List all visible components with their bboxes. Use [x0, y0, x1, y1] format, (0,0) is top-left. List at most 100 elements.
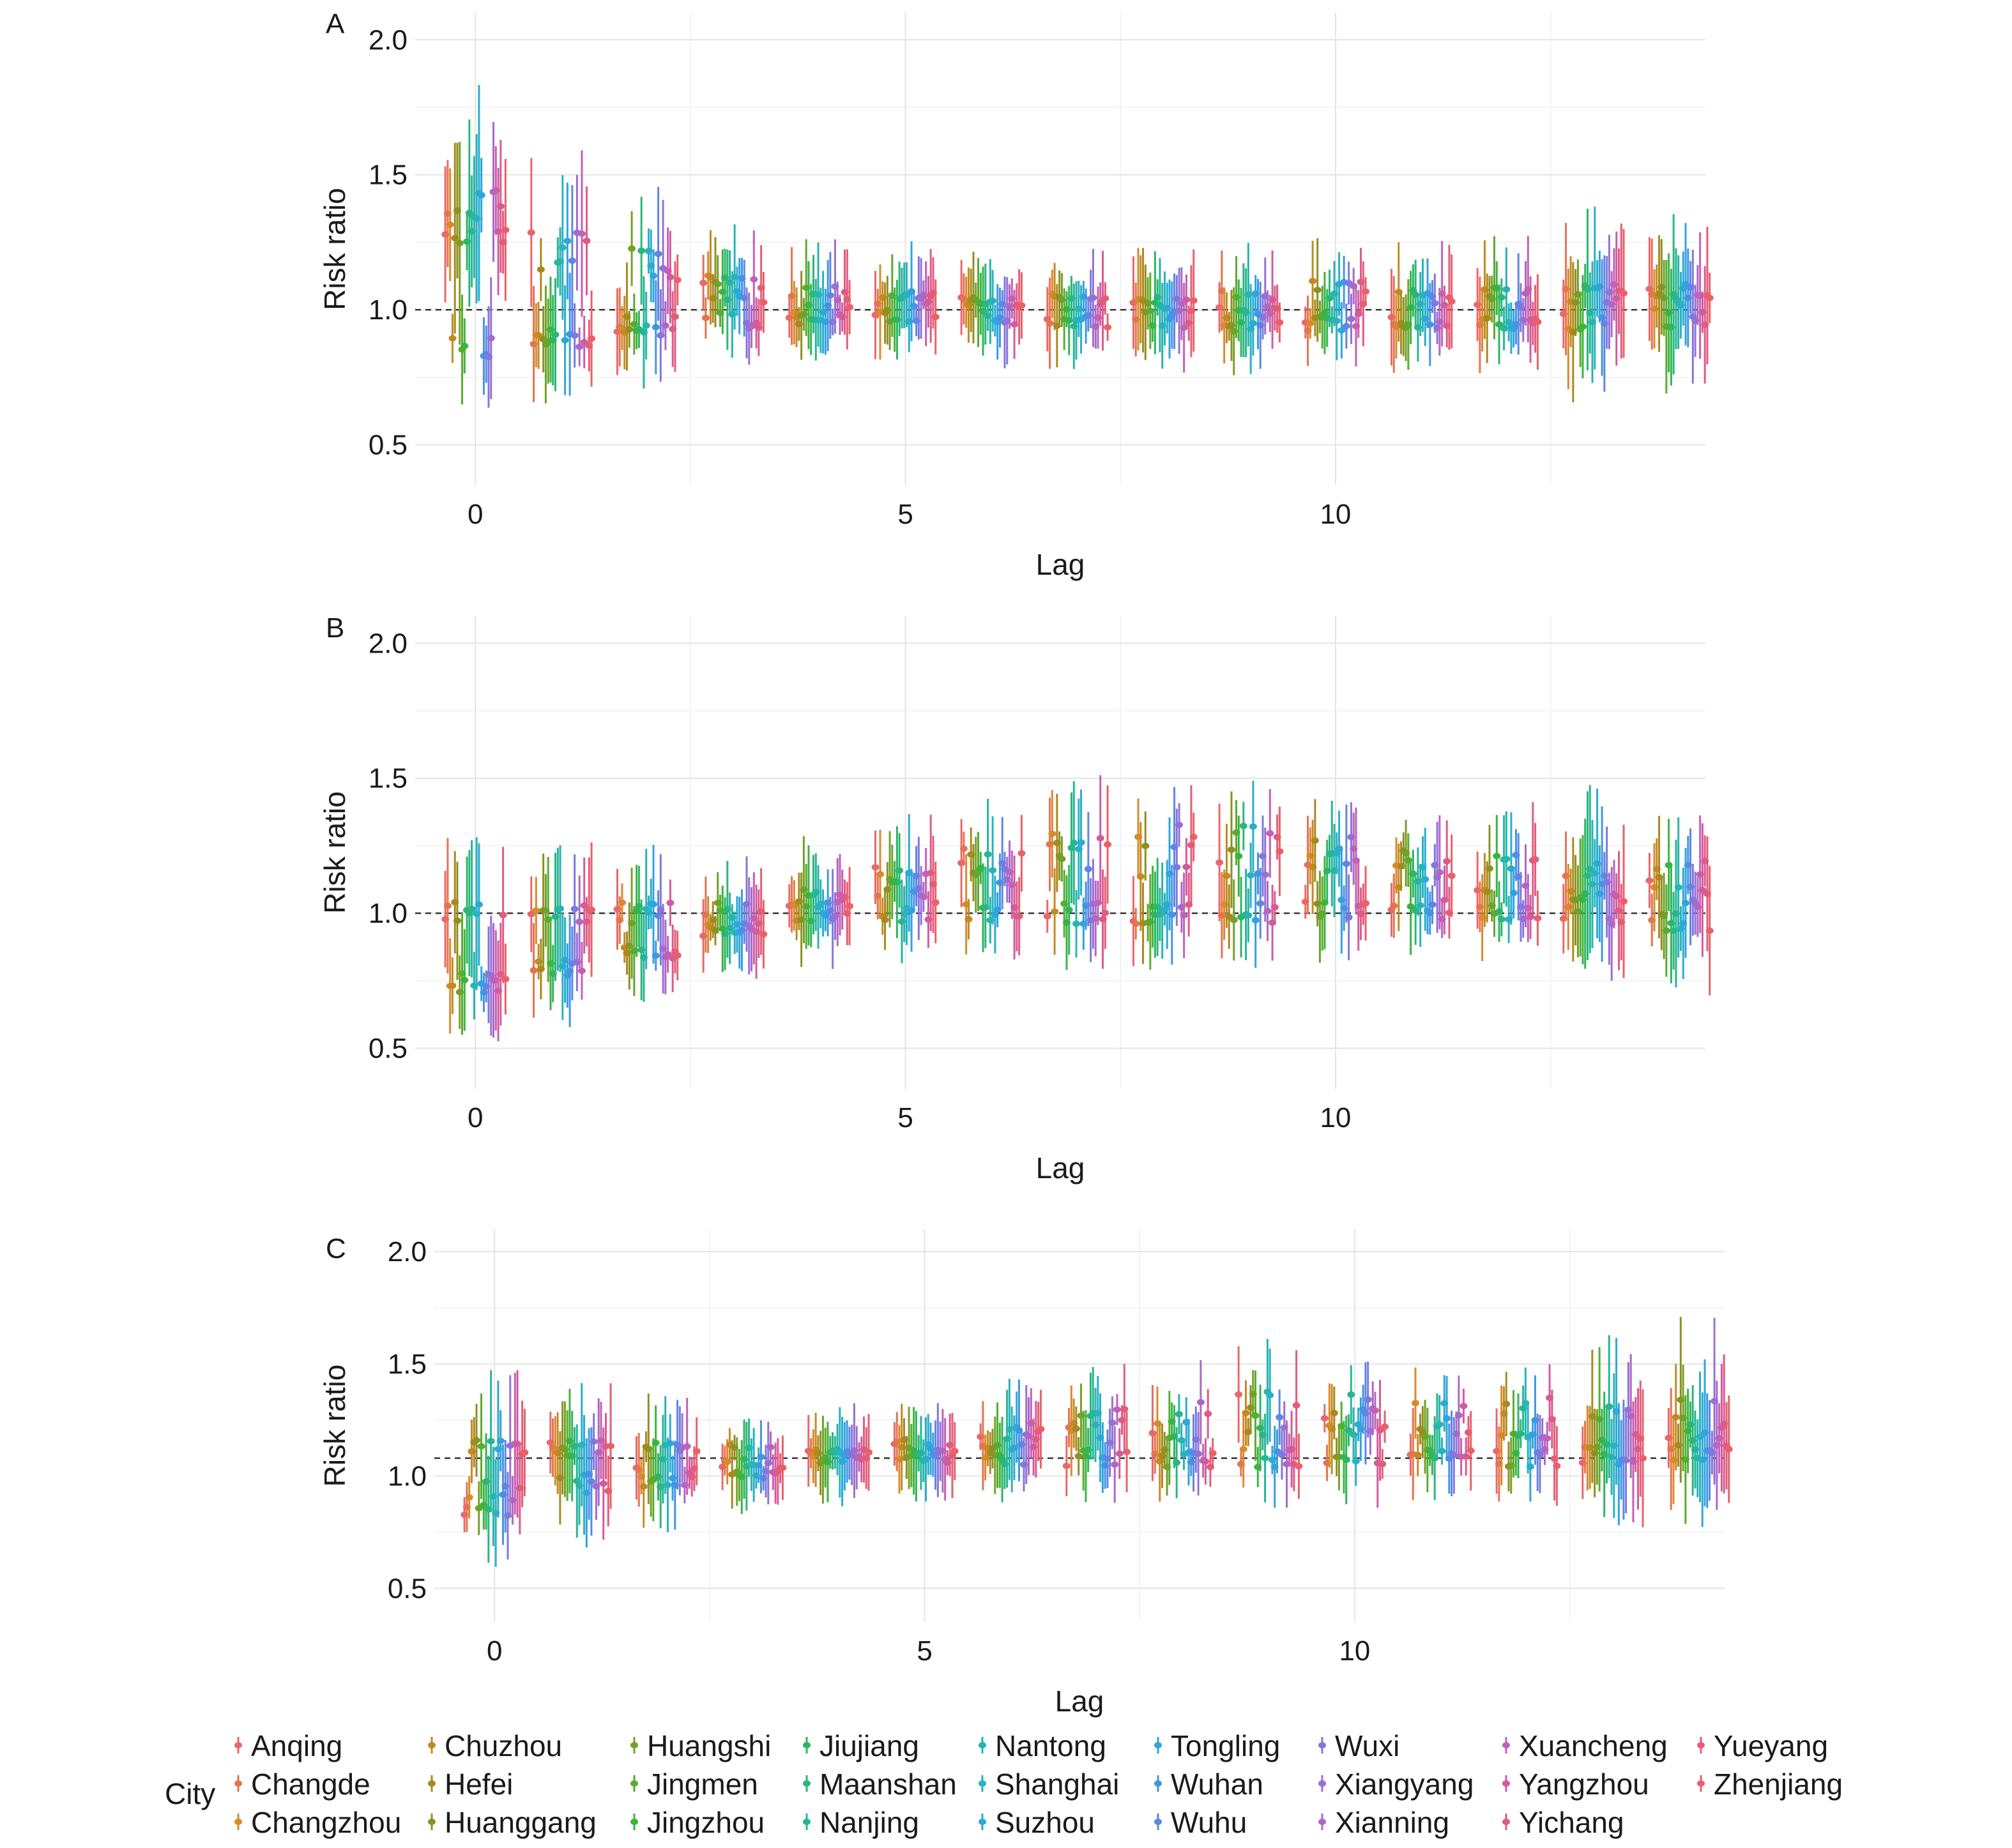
point-Xianning-lag7: [1111, 1461, 1119, 1468]
legend-label: Yangzhou: [1519, 1768, 1649, 1801]
legend-swatch-point: [1697, 1742, 1705, 1748]
point-Maanshan-lag1: [551, 331, 560, 338]
point-Jiujiang-lag11: [1409, 870, 1417, 877]
point-Xianning-lag2: [661, 322, 669, 329]
point-Zhenjiang-lag7: [1123, 1448, 1131, 1455]
legend-item-maanshan: Maanshan: [803, 1768, 957, 1801]
point-Suzhou-lag0: [475, 901, 483, 908]
point-Zhenjiang-lag12: [1534, 319, 1542, 326]
legend-swatch-point: [234, 1780, 242, 1787]
x-tick-label: 5: [897, 499, 913, 530]
point-Nanjing-lag0: [468, 905, 476, 913]
point-Tongling-lag10: [1338, 327, 1346, 334]
legend-label: Wuhu: [1171, 1806, 1247, 1839]
legend-item-chuzhou: Chuzhou: [428, 1729, 562, 1762]
point-Wuhu-lag9: [1276, 1414, 1284, 1421]
point-Xuancheng-lag7: [1113, 1406, 1121, 1413]
point-Changde-lag8: [1132, 920, 1140, 927]
legend-label: Nantong: [995, 1729, 1106, 1762]
legend-swatch-point: [1502, 1819, 1510, 1825]
legend-title: City: [165, 1777, 215, 1810]
point-Xuancheng-lag9: [1266, 830, 1274, 837]
panel-A-marks: [441, 85, 1714, 408]
point-Zhenjiang-lag13: [1639, 1455, 1647, 1462]
legend-item-hefei: Hefei: [428, 1768, 513, 1801]
point-Wuhu-lag9: [1256, 900, 1265, 907]
point-Yueyang-lag9: [1292, 1402, 1300, 1409]
point-Hefei-lag9: [1244, 1428, 1253, 1435]
legend-item-shanghai: Shanghai: [979, 1768, 1119, 1801]
point-Hefei-lag10: [1311, 837, 1319, 844]
point-Maanshan-lag12: [1516, 1430, 1525, 1437]
point-Yangzhou-lag8: [1201, 1458, 1210, 1465]
point-Yangzhou-lag8: [1182, 296, 1191, 303]
point-Zhenjiang-lag9: [1295, 1463, 1303, 1470]
point-Maanshan-lag12: [1497, 294, 1505, 301]
point-Maanshan-lag2: [637, 247, 646, 254]
legend-label: Changzhou: [251, 1806, 401, 1839]
legend-item-xuancheng: Xuancheng: [1502, 1729, 1668, 1762]
point-Zhenjiang-lag3: [759, 299, 768, 306]
point-Yangzhou-lag7: [1096, 835, 1104, 842]
legend-item-yangzhou: Yangzhou: [1502, 1768, 1649, 1801]
point-Tongling-lag14: [1682, 900, 1690, 907]
point-Changzhou-lag1: [532, 907, 540, 914]
panel-C: 0.5 1.0 1.5 2.0 0 5 10 Lag Risk ratio C: [318, 1229, 1733, 1718]
point-Zhenjiang-lag6: [1017, 302, 1026, 309]
legend-label: Suzhou: [995, 1806, 1095, 1839]
point-Wuxi-lag1: [590, 1438, 598, 1445]
y-tick-label: 2.0: [388, 1236, 427, 1268]
point-Zhenjiang-lag14: [1705, 927, 1714, 934]
point-Suzhou-lag2: [666, 1440, 674, 1447]
point-Hefei-lag1: [537, 266, 545, 273]
point-Zhenjiang-lag5: [931, 314, 940, 321]
legend-label: Yichang: [1519, 1806, 1624, 1839]
point-Nanjing-lag7: [1070, 840, 1078, 847]
legend-label: Jingmen: [647, 1768, 758, 1801]
point-Changzhou-lag11: [1412, 1400, 1420, 1407]
point-Changzhou-lag10: [1306, 320, 1315, 327]
panel-tag: A: [326, 8, 345, 40]
legend-swatch-point: [1502, 1742, 1510, 1748]
point-Huanggang-lag12: [1485, 865, 1493, 872]
point-Nantong-lag9: [1244, 912, 1253, 919]
point-Changzhou-lag0: [465, 1494, 473, 1501]
point-Chuzhou-lag7: [1051, 908, 1059, 915]
legend-label: Xiangyang: [1335, 1768, 1474, 1801]
point-Changzhou-lag5: [876, 871, 885, 878]
legend-label: Huangshi: [647, 1729, 771, 1762]
point-Chuzhou-lag9: [1242, 1409, 1250, 1416]
legend-item-nantong: Nantong: [979, 1729, 1106, 1762]
point-Anqing-lag7: [1062, 1462, 1071, 1469]
y-tick-label: 1.5: [388, 1349, 427, 1380]
point-Zhenjiang-lag10: [1362, 900, 1370, 907]
legend-swatch-point: [1318, 1742, 1326, 1748]
legend-item-jingzhou: Jingzhou: [630, 1806, 765, 1839]
point-Xianning-lag11: [1435, 869, 1444, 876]
point-Zhenjiang-lag5: [950, 1448, 959, 1455]
legend-swatch-point: [803, 1780, 811, 1787]
point-Maanshan-lag12: [1497, 916, 1505, 923]
point-Yueyang-lag12: [1531, 856, 1539, 863]
legend-item-anqing: Anqing: [234, 1729, 342, 1762]
legend-item-tongling: Tongling: [1154, 1729, 1280, 1762]
point-Changde-lag0: [443, 902, 452, 909]
point-Wuhan-lag2: [652, 324, 660, 331]
y-tick-label: 1.0: [388, 1461, 427, 1492]
legend-swatch-point: [428, 1819, 436, 1825]
point-Hefei-lag1: [537, 966, 545, 973]
point-Shanghai-lag9: [1247, 872, 1255, 879]
point-Yichang-lag8: [1204, 1411, 1212, 1418]
legend-item-wuhu: Wuhu: [1154, 1806, 1247, 1839]
point-Zhenjiang-lag10: [1381, 1423, 1389, 1430]
point-Wuhan-lag2: [652, 952, 660, 959]
point-Yangzhou-lag8: [1182, 863, 1191, 870]
point-Zhenjiang-lag11: [1467, 1447, 1475, 1454]
legend-swatch-point: [1154, 1819, 1162, 1825]
point-Tongling-lag2: [650, 901, 658, 908]
point-Tongling-lag1: [563, 238, 572, 245]
y-tick-label: 2.0: [369, 628, 408, 659]
point-Changde-lag11: [1390, 902, 1398, 909]
point-Maanshan-lag10: [1325, 295, 1334, 302]
point-Yichang-lag1: [583, 238, 591, 245]
